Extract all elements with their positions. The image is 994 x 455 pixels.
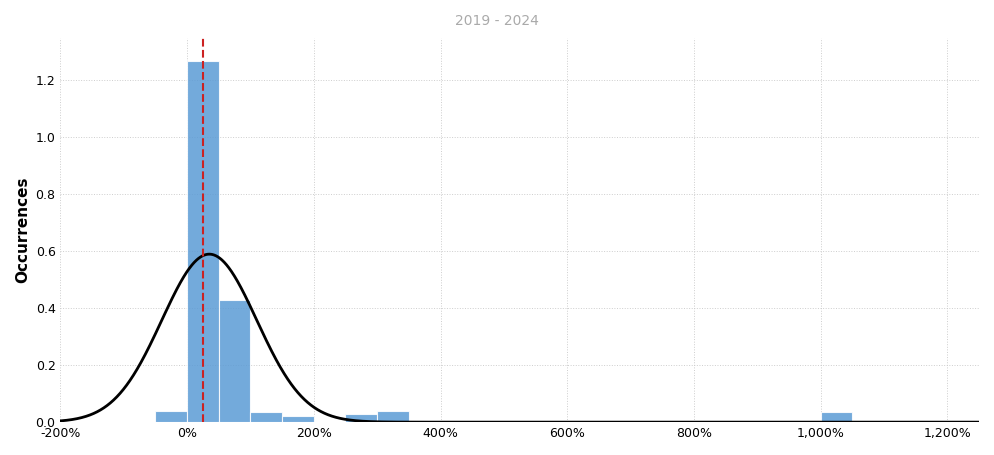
Y-axis label: Occurrences: Occurrences — [15, 177, 30, 283]
Bar — [282, 416, 314, 422]
Bar — [219, 300, 250, 422]
Bar — [852, 421, 884, 422]
Bar — [915, 421, 947, 422]
Bar — [187, 61, 219, 422]
Bar — [377, 411, 409, 422]
Bar — [155, 411, 187, 422]
Bar — [821, 412, 852, 422]
Bar — [346, 414, 377, 422]
Bar — [250, 412, 282, 422]
Text: 2019 - 2024: 2019 - 2024 — [455, 14, 539, 28]
